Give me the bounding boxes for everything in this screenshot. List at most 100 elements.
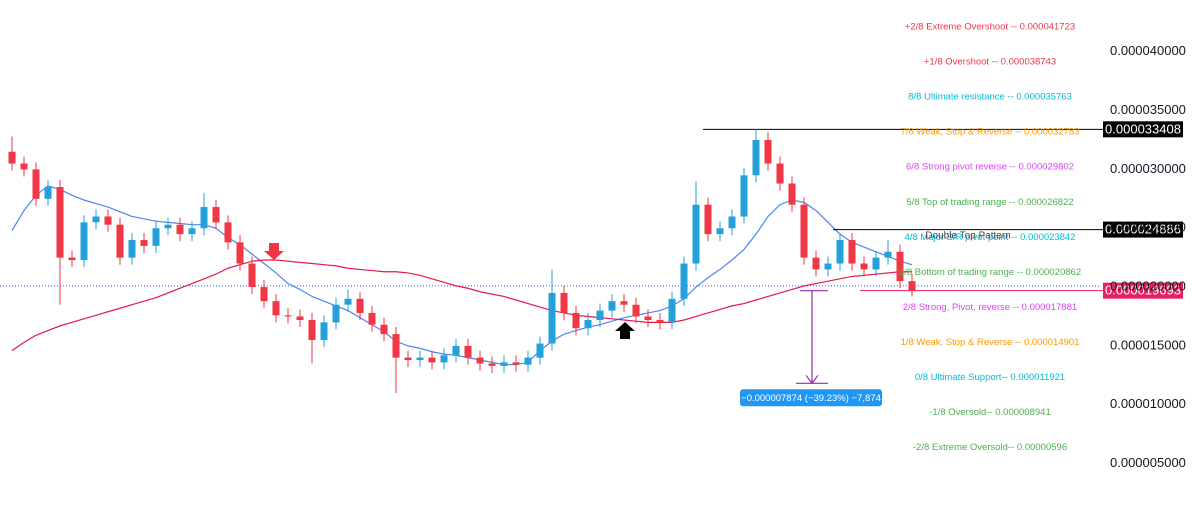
candle-body [908, 281, 916, 291]
price-tag-box [1103, 121, 1183, 138]
candle-body [224, 222, 232, 243]
candle-body [272, 301, 280, 316]
candle-body [836, 240, 844, 264]
level-name: 5/8 Top of trading range -- [906, 196, 1015, 207]
candle-body [104, 216, 112, 225]
candle-body [80, 222, 88, 260]
level-name: 7/8 Weak, Stop & Reverse -- [901, 126, 1022, 137]
candle-body [140, 240, 148, 246]
candle-body [716, 228, 724, 235]
candle-body [824, 263, 832, 270]
candle-body [608, 301, 616, 311]
moving-average-line [11, 185, 913, 366]
candle-body [788, 183, 796, 205]
y-tick-label: 0.000020000 [1110, 278, 1186, 293]
candle-body [188, 228, 196, 235]
candle-body [320, 322, 328, 340]
candle-body [416, 357, 424, 360]
level-name: +2/8 Extreme Overshoot -- [905, 21, 1017, 32]
level-value: 0.000023842 [1020, 231, 1075, 242]
price-tag-box [1103, 221, 1183, 238]
candle-body [620, 301, 628, 305]
level-value: 0.000014901 [1024, 337, 1079, 348]
candle-body [536, 343, 544, 358]
candle-body [740, 175, 748, 217]
level-name: 8/8 Ultimate resistance -- [908, 91, 1014, 102]
level-label: 2/8 Strong, Pivot, reverse -- 0.00001788… [903, 302, 1077, 313]
overlay-layer: +2/8 Extreme Overshoot -- 0.000041723 +1/… [740, 21, 1183, 453]
level-name: 2/8 Strong, Pivot, reverse -- [903, 302, 1019, 313]
level-value: 0.000035763 [1016, 91, 1071, 102]
level-name: +1/8 Overshoot -- [924, 56, 998, 67]
sell-arrow [264, 243, 284, 260]
candle-body [32, 169, 40, 199]
candle-body [380, 324, 388, 335]
candle-body [764, 140, 772, 164]
lines-layer [0, 128, 1103, 366]
candle-body [728, 216, 736, 229]
candle-body [68, 257, 76, 260]
candle-body [692, 204, 700, 264]
candle-body [164, 224, 172, 229]
level-label: 8/8 Ultimate resistance -- 0.000035763 [908, 91, 1072, 102]
candle-body [452, 345, 460, 356]
y-tick-label: 0.000010000 [1110, 396, 1186, 411]
candle-body [512, 362, 520, 365]
level-value: 0.000026822 [1018, 196, 1073, 207]
candle-body [812, 257, 820, 270]
level-label: 7/8 Weak, Stop & Reverse -- 0.000032783 [901, 126, 1080, 137]
level-label: -2/8 Extreme Oversold-- 0.00000596 [913, 442, 1067, 453]
level-label: 6/8 Strong pivot reverse -- 0.000029802 [906, 161, 1074, 172]
candle-body [848, 240, 856, 264]
candle-body [896, 251, 904, 282]
candle-body [644, 316, 652, 320]
level-value: 0.00000596 [1017, 442, 1067, 453]
y-tick-label: 0.000030000 [1110, 161, 1186, 176]
candle-body [872, 257, 880, 270]
candle-body [860, 263, 868, 270]
candle-body [56, 187, 64, 258]
candle-body [92, 216, 100, 223]
candles-layer [8, 129, 916, 393]
candle-body [20, 163, 28, 170]
level-name: 0/8 Ultimate Support-- [915, 372, 1008, 383]
y-tick-label: 0.000040000 [1110, 43, 1186, 58]
candle-body [404, 357, 412, 360]
level-label: -1/8 Oversold-- 0.000008941 [929, 407, 1050, 418]
level-value: 0.000032783 [1024, 126, 1079, 137]
price-tag-label: 0.000024886 [1105, 222, 1181, 237]
level-label: 5/8 Top of trading range -- 0.000026822 [906, 196, 1073, 207]
level-name: 6/8 Strong pivot reverse -- [906, 161, 1016, 172]
candle-body [464, 345, 472, 358]
pattern-annotation: Double Top Pattern [925, 231, 1010, 242]
candle-body [152, 228, 160, 246]
candle-body [344, 298, 352, 305]
level-label: 4/8 Major S/R pivot point -- 0.000023842 [904, 231, 1075, 242]
level-value: 0.000008941 [995, 407, 1050, 418]
y-tick-label: 0.000035000 [1110, 102, 1186, 117]
candle-body [296, 316, 304, 320]
level-value: 0.000029802 [1018, 161, 1073, 172]
candle-body [488, 363, 496, 366]
measure-label: −0.000007874 (−39.23%) −7,874 [741, 393, 881, 404]
candle-body [584, 320, 592, 329]
price-tag-box [1103, 282, 1183, 299]
candle-body [368, 312, 376, 325]
candle-body [332, 304, 340, 323]
candle-body [752, 140, 760, 176]
candle-body [800, 204, 808, 258]
candle-body [392, 334, 400, 358]
candle-body [776, 163, 784, 184]
level-label: 0/8 Ultimate Support-- 0.000011921 [915, 372, 1065, 383]
candle-body [500, 362, 508, 366]
candle-body [308, 320, 316, 340]
candle-body [8, 151, 16, 164]
candle-body [44, 187, 52, 199]
candle-body [656, 320, 664, 323]
level-value: 0.000017881 [1022, 302, 1077, 313]
price-tag-label: 0.000019693 [1105, 283, 1181, 298]
level-label: +1/8 Overshoot -- 0.000038743 [924, 56, 1056, 67]
level-label: 1/8 Weak, Stop & Reverse -- 0.000014901 [901, 337, 1080, 348]
candle-body [428, 357, 436, 363]
